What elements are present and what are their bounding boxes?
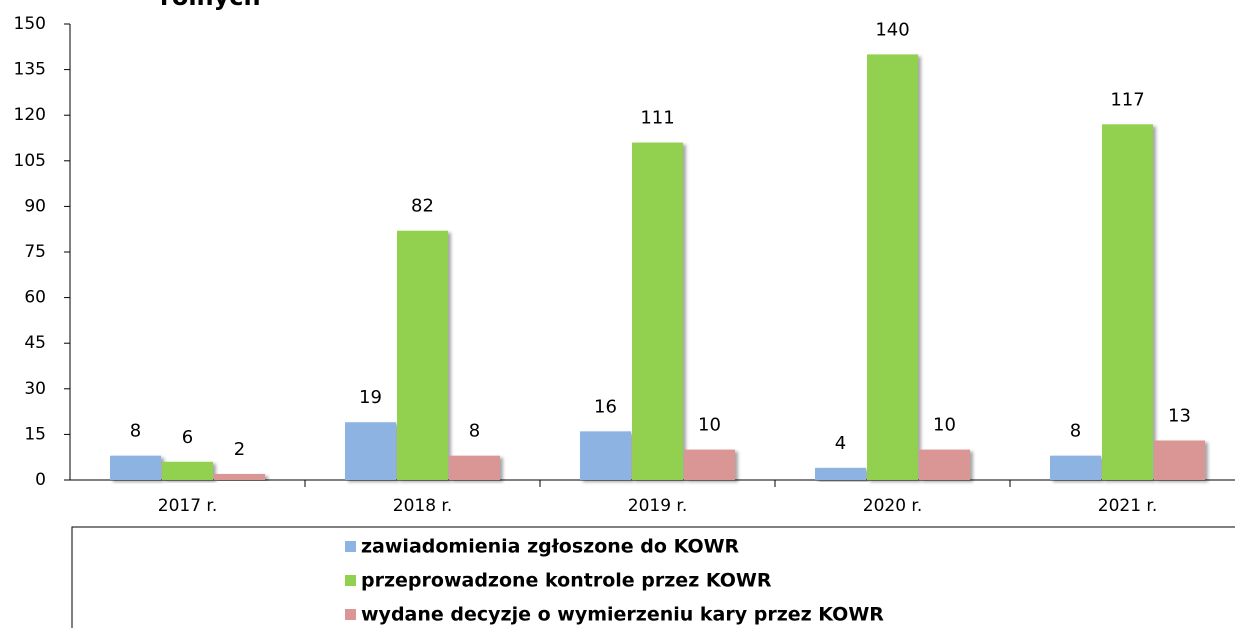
value-label: 16 xyxy=(594,396,617,417)
value-label: 111 xyxy=(640,108,674,129)
value-label: 82 xyxy=(411,196,434,217)
x-tick-label: 2018 r. xyxy=(393,496,453,516)
bar xyxy=(919,449,970,480)
value-label: 19 xyxy=(359,387,382,408)
y-tick-label: 15 xyxy=(24,424,46,444)
value-label: 10 xyxy=(698,415,721,436)
x-tick-label: 2021 r. xyxy=(1098,496,1158,516)
y-tick-label: 30 xyxy=(24,379,46,399)
bar xyxy=(449,455,500,480)
y-tick-label: 45 xyxy=(24,333,46,353)
value-label: 13 xyxy=(1168,405,1191,426)
y-tick-label: 105 xyxy=(14,151,46,171)
value-label: 8 xyxy=(1070,421,1081,442)
value-label: 8 xyxy=(130,421,141,442)
bar xyxy=(580,431,631,480)
legend-label: przeprowadzone kontrole przez KOWR xyxy=(361,570,772,592)
y-tick-label: 120 xyxy=(14,105,46,125)
chart-title: rolnych xyxy=(160,0,261,11)
legend-swatch xyxy=(345,609,356,620)
x-tick-label: 2017 r. xyxy=(158,496,218,516)
bar xyxy=(162,461,213,480)
y-tick-label: 150 xyxy=(14,14,46,34)
bar xyxy=(345,422,396,480)
x-tick-label: 2019 r. xyxy=(628,496,688,516)
bar xyxy=(867,54,918,481)
legend-swatch xyxy=(345,541,356,552)
bar xyxy=(684,449,735,480)
value-label: 10 xyxy=(933,415,956,436)
bar xyxy=(1154,440,1205,480)
y-tick-label: 60 xyxy=(24,288,46,308)
value-label: 8 xyxy=(469,421,480,442)
bar xyxy=(1050,455,1101,480)
bar xyxy=(214,473,265,480)
legend-swatch xyxy=(345,575,356,586)
bar xyxy=(110,455,161,480)
y-tick-label: 0 xyxy=(35,470,46,490)
value-label: 6 xyxy=(182,427,193,448)
legend-label: wydane decyzje o wymierzeniu kary przez … xyxy=(361,604,884,626)
bar xyxy=(1102,124,1153,480)
legend-box xyxy=(71,526,1235,628)
y-tick-label: 90 xyxy=(24,196,46,216)
value-label: 4 xyxy=(835,433,846,454)
value-label: 140 xyxy=(875,19,909,40)
value-label: 117 xyxy=(1110,89,1144,110)
bar xyxy=(632,142,683,480)
y-tick-label: 135 xyxy=(14,60,46,80)
y-tick-label: 75 xyxy=(24,242,46,262)
x-tick-label: 2020 r. xyxy=(863,496,923,516)
bar xyxy=(397,230,448,480)
legend-label: zawiadomienia zgłoszone do KOWR xyxy=(361,536,740,558)
bar xyxy=(815,467,866,480)
value-label: 2 xyxy=(234,439,245,460)
